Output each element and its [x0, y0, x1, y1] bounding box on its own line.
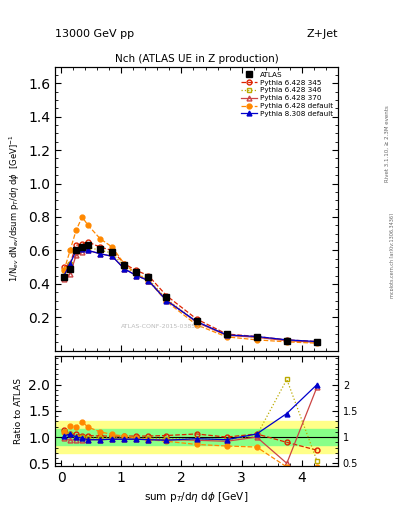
Y-axis label: 1/N$_{ev}$ dN$_{ev}$/dsum p$_T$/d$\eta$ d$\phi$  [GeV]$^{-1}$: 1/N$_{ev}$ dN$_{ev}$/dsum p$_T$/d$\eta$ …: [8, 135, 22, 283]
Text: Z+Jet: Z+Jet: [307, 29, 338, 39]
Text: 13000 GeV pp: 13000 GeV pp: [55, 29, 134, 39]
Title: Nch (ATLAS UE in Z production): Nch (ATLAS UE in Z production): [115, 54, 278, 65]
Text: mcplots.cern.ch [arXiv:1306.3436]: mcplots.cern.ch [arXiv:1306.3436]: [390, 214, 393, 298]
X-axis label: sum p$_T$/d$\eta$ d$\phi$ [GeV]: sum p$_T$/d$\eta$ d$\phi$ [GeV]: [144, 490, 249, 504]
Y-axis label: Ratio to ATLAS: Ratio to ATLAS: [14, 378, 23, 444]
Text: ATLAS-CONF-2015-038531: ATLAS-CONF-2015-038531: [121, 324, 204, 329]
Legend: ATLAS, Pythia 6.428 345, Pythia 6.428 346, Pythia 6.428 370, Pythia 6.428 defaul: ATLAS, Pythia 6.428 345, Pythia 6.428 34…: [240, 70, 334, 118]
Text: Rivet 3.1.10, ≥ 2.3M events: Rivet 3.1.10, ≥ 2.3M events: [385, 105, 389, 182]
